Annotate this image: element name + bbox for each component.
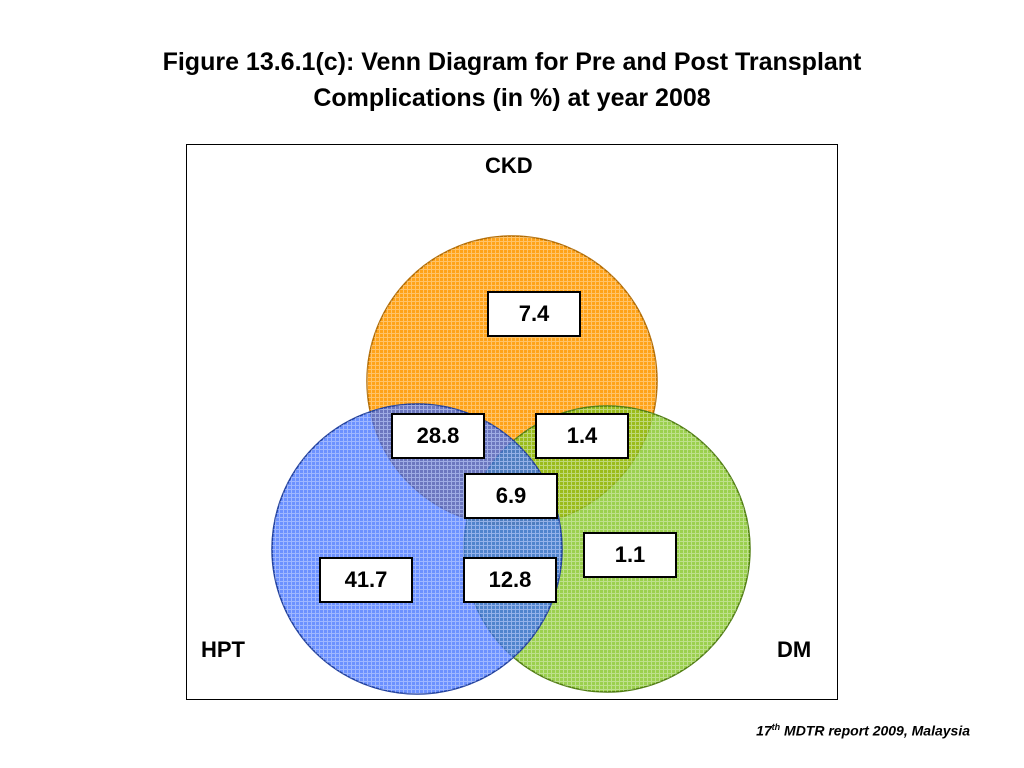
value-ckd-hpt: 28.8 <box>391 413 485 459</box>
source-ordinal-suffix: th <box>771 722 781 732</box>
source-ordinal: 17 <box>756 722 772 739</box>
value-hpt-dm: 12.8 <box>463 557 557 603</box>
set-label-hpt: HPT <box>201 637 245 662</box>
venn-diagram-frame: CKD HPT DM 7.4 28.8 1.4 6.9 1.1 41.7 12.… <box>186 144 838 700</box>
figure-title: Figure 13.6.1(c): Venn Diagram for Pre a… <box>62 44 962 116</box>
set-label-dm: DM <box>777 637 812 662</box>
value-ckd-only: 7.4 <box>487 291 581 337</box>
title-line-2: Complications (in %) at year 2008 <box>313 84 711 112</box>
source-text: MDTR report 2009, Malaysia <box>780 722 970 739</box>
title-line-1: Figure 13.6.1(c): Venn Diagram for Pre a… <box>162 48 862 76</box>
value-dm-only: 1.1 <box>583 532 677 578</box>
set-label-ckd: CKD <box>485 153 533 178</box>
venn-diagram <box>271 235 751 695</box>
value-hpt-only: 41.7 <box>319 557 413 603</box>
source-citation: 17th MDTR report 2009, Malaysia <box>756 722 970 739</box>
value-all-three: 6.9 <box>464 473 558 519</box>
value-ckd-dm: 1.4 <box>535 413 629 459</box>
